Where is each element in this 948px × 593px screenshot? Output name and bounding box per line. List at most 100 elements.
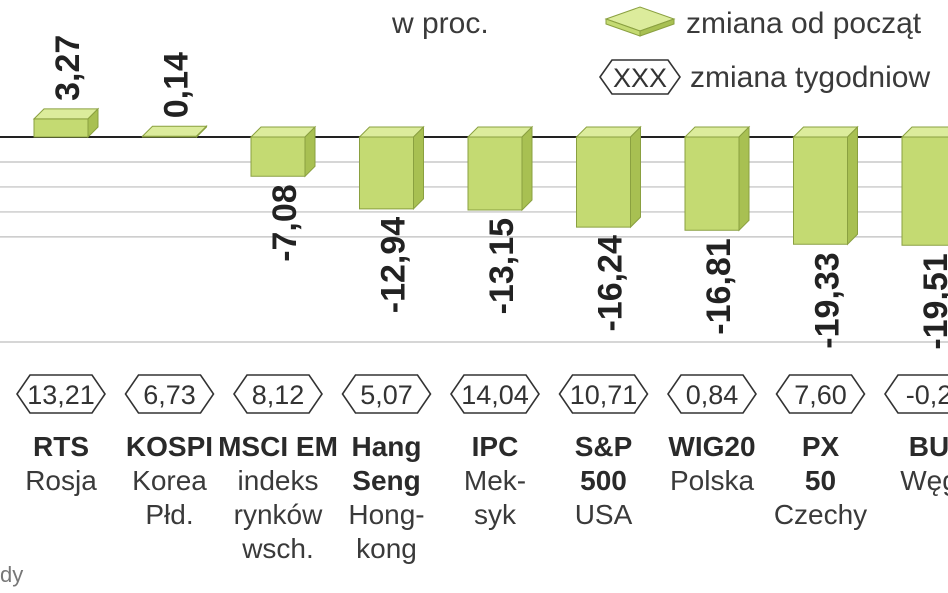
weekly-value: 13,21 bbox=[27, 380, 95, 410]
bar bbox=[466, 125, 534, 212]
weekly-value: 14,04 bbox=[461, 380, 529, 410]
bar-side bbox=[847, 125, 858, 246]
bar-side bbox=[738, 125, 750, 232]
weekly-box: 5,07 bbox=[341, 374, 432, 414]
index-name: WIG20 bbox=[668, 431, 755, 462]
bar bbox=[249, 125, 317, 178]
country-name: kong bbox=[356, 533, 417, 564]
weekly-box-outline bbox=[341, 374, 432, 414]
value-label: -16,24 bbox=[592, 235, 630, 331]
country-name: Mek- bbox=[464, 465, 526, 496]
weekly-change-boxes: 13,21 6,73 8,12 5,07 14,04 10,71 0,84 7,60 -0,2 bbox=[16, 374, 948, 414]
unit-label: w proc. bbox=[391, 7, 489, 40]
country-name: syk bbox=[474, 499, 517, 530]
country-name: rynków bbox=[234, 499, 323, 530]
bar bbox=[683, 125, 751, 232]
bar-top bbox=[683, 126, 751, 138]
country-name: Czechy bbox=[774, 499, 867, 530]
bar-top bbox=[32, 108, 100, 120]
index-name: S&P bbox=[575, 431, 633, 462]
weekly-value: 10,71 bbox=[570, 380, 638, 410]
bar-side bbox=[304, 125, 316, 178]
bar bbox=[900, 126, 948, 246]
country-name: Hong- bbox=[348, 499, 424, 530]
weekly-value: 0,84 bbox=[686, 380, 739, 410]
bar-front bbox=[576, 136, 631, 228]
bar-top bbox=[792, 126, 859, 138]
weekly-box-outline bbox=[233, 374, 323, 414]
weekly-box: 14,04 bbox=[450, 374, 540, 414]
weekly-value: 5,07 bbox=[360, 380, 413, 410]
weekly-value: 7,60 bbox=[794, 380, 847, 410]
bar-top bbox=[900, 126, 948, 138]
value-label: 3,27 bbox=[49, 35, 87, 101]
country-name: Polska bbox=[670, 465, 754, 496]
source-note: dy bbox=[0, 562, 23, 587]
weekly-value: 6,73 bbox=[143, 380, 196, 410]
bar-top bbox=[466, 126, 534, 138]
weekly-box-outline bbox=[558, 374, 649, 414]
bar-front bbox=[467, 136, 523, 211]
legend: zmiana od począt XXX zmiana tygodniow bbox=[599, 6, 930, 95]
bar-front bbox=[793, 136, 848, 245]
legend-weekly-box bbox=[599, 59, 681, 95]
index-name: 50 bbox=[805, 465, 836, 496]
weekly-box: 6,73 bbox=[124, 374, 215, 414]
bar bbox=[32, 107, 100, 139]
index-name: BU bbox=[909, 431, 948, 462]
weekly-box: 0,84 bbox=[667, 374, 757, 414]
weekly-box-outline bbox=[124, 374, 215, 414]
value-label: -19,33 bbox=[809, 252, 847, 348]
weekly-box-outline bbox=[884, 374, 948, 414]
bar-front bbox=[250, 136, 306, 177]
country-name: USA bbox=[575, 499, 633, 530]
bar bbox=[141, 125, 208, 139]
weekly-box: 10,71 bbox=[558, 374, 649, 414]
legend-bar-swatch bbox=[604, 6, 676, 37]
bar-front bbox=[359, 136, 414, 210]
index-name: MSCI EM bbox=[218, 431, 338, 462]
country-name: Korea bbox=[132, 465, 207, 496]
bar bbox=[358, 125, 425, 211]
bar-side bbox=[87, 107, 99, 139]
country-name: Rosja bbox=[25, 465, 97, 496]
weekly-box-outline bbox=[16, 374, 106, 414]
legend-weekly-box-text: XXX bbox=[613, 63, 667, 93]
index-name: Hang bbox=[352, 431, 422, 462]
index-name: PX bbox=[802, 431, 840, 462]
index-name: KOSPI bbox=[126, 431, 213, 462]
bar-front bbox=[901, 136, 948, 246]
bar-front bbox=[33, 118, 89, 138]
bar-side bbox=[196, 125, 207, 139]
bar-side bbox=[630, 125, 641, 229]
weekly-box-outline bbox=[667, 374, 757, 414]
value-label: -7,08 bbox=[266, 184, 304, 262]
index-name: Seng bbox=[352, 465, 420, 496]
bar-top bbox=[141, 125, 208, 137]
weekly-box: -0,2 bbox=[884, 374, 948, 414]
country-name: wsch. bbox=[241, 533, 314, 564]
index-name: 500 bbox=[580, 465, 627, 496]
weekly-value: 8,12 bbox=[252, 380, 305, 410]
bar-side bbox=[413, 125, 424, 211]
bar-front bbox=[684, 136, 740, 231]
bar-top bbox=[249, 126, 317, 138]
weekly-box-outline bbox=[775, 374, 866, 414]
weekly-value: -0,2 bbox=[906, 380, 948, 410]
index-name: RTS bbox=[33, 431, 89, 462]
country-name: Płd. bbox=[145, 499, 193, 530]
country-name: indeks bbox=[238, 465, 319, 496]
index-name: IPC bbox=[472, 431, 519, 462]
bars bbox=[32, 107, 948, 246]
country-name: Węg bbox=[900, 465, 948, 496]
legend-bar-label: zmiana od począt bbox=[686, 7, 922, 40]
weekly-box-outline bbox=[450, 374, 540, 414]
